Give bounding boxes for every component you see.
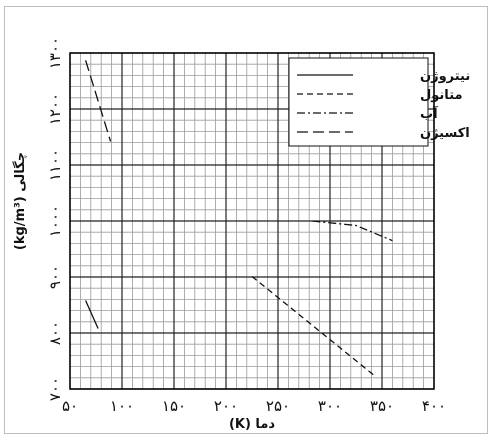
y-tick-label: ۷۰۰ bbox=[46, 377, 64, 401]
x-tick-label: ۴۰۰ bbox=[422, 397, 446, 415]
legend-label: اکسیژن bbox=[420, 126, 470, 141]
y-tick-label: ۹۰۰ bbox=[46, 265, 64, 289]
legend: نیتروژن متانول آب اکسیژن bbox=[289, 58, 470, 146]
y-tick-label: ۱۳۰۰ bbox=[46, 37, 64, 69]
x-tick-label: ۱۵۰ bbox=[162, 397, 186, 415]
y-tick-label: ۱۰۰۰ bbox=[46, 205, 64, 237]
y-tick-label: ۱۱۰۰ bbox=[46, 149, 64, 181]
x-tick-label: ۳۰۰ bbox=[318, 397, 342, 415]
legend-label: آب bbox=[420, 105, 438, 122]
x-axis-title: دما (K) bbox=[229, 417, 275, 432]
x-tick-label: ۱۰۰ bbox=[110, 397, 134, 415]
y-axis-ticks: ۷۰۰ ۸۰۰ ۹۰۰ ۱۰۰۰ ۱۱۰۰ ۱۲۰۰ ۱۳۰۰ bbox=[46, 37, 64, 401]
series-line bbox=[86, 301, 98, 329]
legend-label: متانول bbox=[420, 88, 463, 103]
series-line bbox=[312, 221, 392, 241]
x-tick-label: ۳۵۰ bbox=[370, 397, 394, 415]
y-tick-label: ۱۲۰۰ bbox=[46, 93, 64, 125]
legend-box bbox=[289, 58, 428, 146]
x-tick-label: ۲۰۰ bbox=[214, 397, 238, 415]
x-tick-label: ۲۵۰ bbox=[266, 397, 290, 415]
y-axis-title: چگالی (kg/m³) bbox=[12, 152, 28, 250]
series-line bbox=[86, 60, 111, 141]
legend-label: نیتروژن bbox=[420, 69, 470, 84]
x-axis-ticks: ۵۰ ۱۰۰ ۱۵۰ ۲۰۰ ۲۵۰ ۳۰۰ ۳۵۰ ۴۰۰ bbox=[62, 397, 446, 415]
y-tick-label: ۸۰۰ bbox=[46, 321, 64, 345]
x-tick-label: ۵۰ bbox=[62, 397, 78, 415]
series-line bbox=[252, 276, 374, 375]
